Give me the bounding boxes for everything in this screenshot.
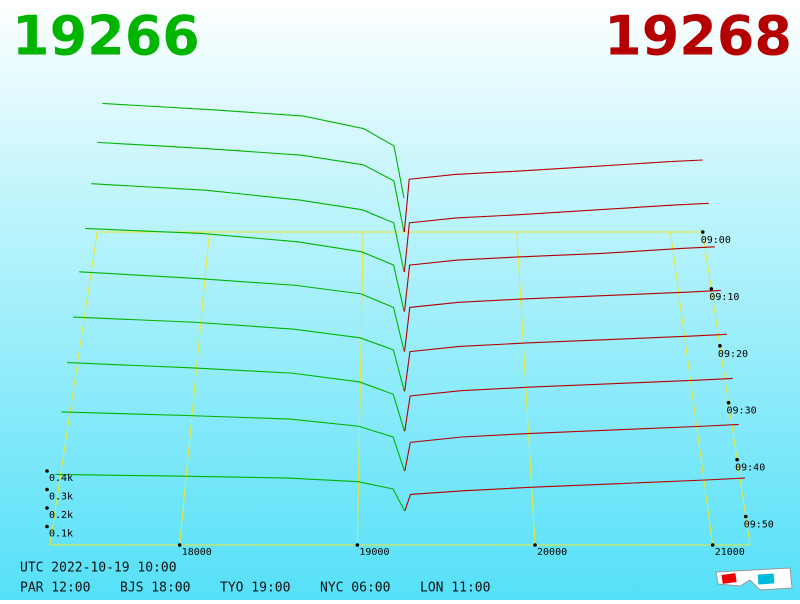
asks-depth-line	[404, 289, 721, 352]
tick-mark	[743, 514, 748, 519]
tick-mark	[533, 543, 537, 547]
tick-mark	[45, 524, 49, 529]
tick-mark	[45, 469, 49, 473]
tick-mark	[710, 543, 715, 547]
depth-tick-label: 0.2k	[49, 510, 73, 521]
bids-depth-line	[102, 102, 405, 198]
tick-mark	[709, 287, 714, 291]
bids-depth-line	[79, 271, 405, 352]
tick-mark	[718, 344, 722, 348]
bids-depth-line	[97, 141, 405, 233]
asks-depth-line	[404, 423, 739, 472]
asks-depth-line	[403, 159, 703, 233]
time-tick-label: 09:00	[701, 235, 731, 246]
asks-depth-line	[403, 246, 715, 312]
tick-mark	[700, 230, 705, 234]
tick-mark	[735, 457, 739, 462]
tick-mark	[45, 487, 49, 492]
city-time: PAR 12:00	[20, 581, 90, 596]
city-time: LON 11:00	[420, 581, 490, 596]
floor-edge	[49, 231, 98, 546]
bids-depth-line	[55, 473, 406, 512]
depth-tick-label: 0.4k	[49, 473, 73, 484]
x-tick-label: 21000	[715, 547, 745, 558]
tick-mark	[45, 506, 49, 510]
city-time: BJS 18:00	[120, 581, 190, 596]
utc-time: UTC 2022-10-19 10:00	[20, 561, 177, 576]
best-ask: 19268	[604, 5, 792, 68]
tick-mark	[726, 400, 731, 405]
tick-mark	[177, 543, 182, 547]
glasses-icon	[715, 567, 793, 591]
best-bid: 19266	[12, 5, 200, 68]
time-tick-label: 09:20	[718, 349, 748, 360]
asks-depth-line	[404, 333, 727, 392]
bids-depth-line	[61, 411, 405, 472]
grid-line	[669, 231, 714, 546]
bids-depth-line	[67, 362, 405, 432]
time-tick-label: 09:50	[744, 520, 774, 531]
grid-line	[179, 231, 210, 546]
asks-depth-line	[404, 477, 745, 512]
floor-edge	[702, 231, 751, 546]
depth-tick-label: 0.1k	[49, 529, 73, 540]
asks-depth-line	[404, 377, 733, 432]
city-time: TYO 19:00	[220, 581, 290, 596]
time-tick-label: 09:10	[709, 292, 739, 303]
tick-mark	[355, 543, 360, 547]
bids-depth-line	[91, 183, 405, 272]
time-tick-label: 09:40	[735, 463, 765, 474]
bids-depth-line	[85, 227, 405, 312]
grid-line	[516, 231, 536, 546]
bids-depth-line	[73, 316, 405, 392]
depth-tick-label: 0.3k	[49, 492, 73, 503]
x-tick-label: 20000	[537, 547, 567, 558]
x-tick-label: 19000	[359, 547, 389, 558]
grid-line	[356, 231, 364, 546]
time-tick-label: 09:30	[727, 406, 757, 417]
city-time: NYC 06:00	[320, 581, 390, 596]
x-tick-label: 18000	[182, 547, 212, 558]
asks-depth-line	[403, 202, 709, 272]
